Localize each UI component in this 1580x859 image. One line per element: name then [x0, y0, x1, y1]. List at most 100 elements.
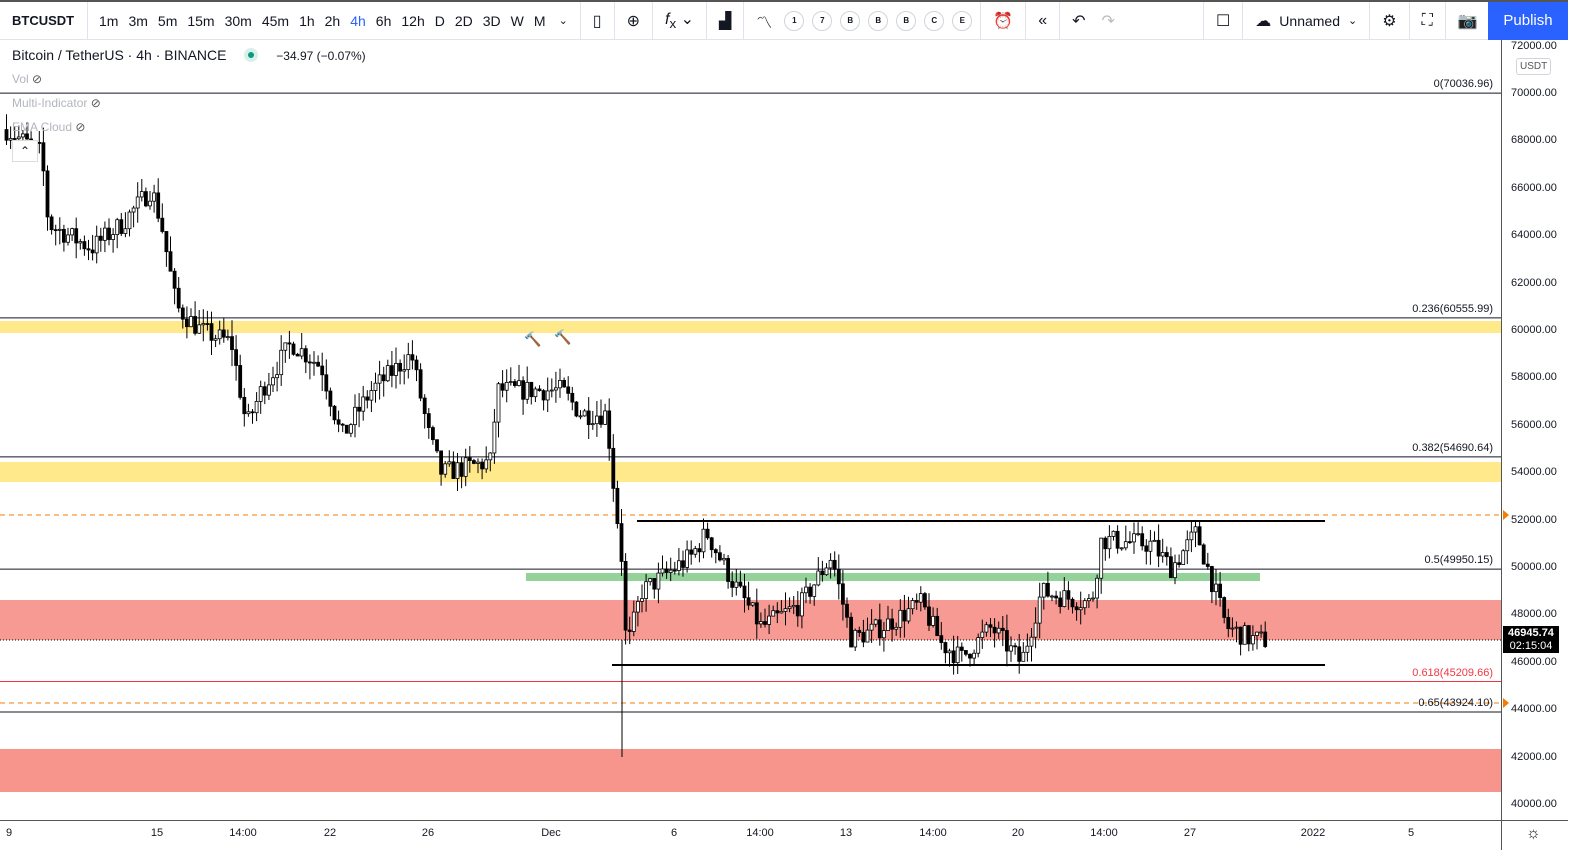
candle — [492, 421, 497, 454]
timeframe-M[interactable]: M — [533, 12, 546, 29]
settings-gear-icon[interactable]: ⚙ — [1382, 12, 1397, 30]
collapse-legend-button[interactable]: ⌃ — [12, 140, 38, 162]
redo-icon[interactable]: ↷ — [1101, 12, 1115, 30]
cloud-save-icon[interactable]: ☁ — [1255, 12, 1272, 30]
currency-badge[interactable]: USDT — [1516, 58, 1552, 75]
timeframe-2h[interactable]: 2h — [324, 12, 341, 29]
timeframe-30m[interactable]: 30m — [224, 12, 252, 29]
camera-icon[interactable]: 📷 — [1457, 12, 1478, 30]
timeframe-1m[interactable]: 1m — [99, 12, 119, 29]
candle — [1087, 598, 1091, 602]
indicator-shortcut[interactable]: C — [924, 10, 945, 31]
indicator-shortcut[interactable]: B — [840, 10, 861, 31]
publish-button[interactable]: Publish — [1488, 2, 1568, 40]
indicator-shortcut[interactable]: E — [952, 10, 973, 31]
alert-icon[interactable]: ⏰ — [993, 12, 1014, 30]
hidden-eye-icon[interactable]: ⊘ — [90, 96, 101, 110]
candle — [1140, 533, 1145, 547]
indicator-shortcut[interactable]: 7 — [812, 10, 833, 31]
symbol-search[interactable]: BTCUSDT — [0, 1, 88, 40]
hidden-eye-icon[interactable]: ⊘ — [32, 72, 43, 86]
candle — [939, 635, 944, 643]
indicator-multi[interactable]: Multi-Indicator ⊘ — [12, 96, 101, 110]
indicator-vol[interactable]: Vol ⊘ — [12, 72, 42, 86]
candle — [275, 374, 280, 379]
candle — [664, 568, 669, 573]
indicator-shortcut[interactable]: B — [896, 10, 917, 31]
candle — [402, 369, 407, 372]
candle — [1013, 645, 1017, 648]
candle — [964, 650, 968, 655]
candle — [1160, 552, 1165, 557]
candle — [1058, 597, 1063, 607]
strategy-icon[interactable]: 〽 — [756, 14, 773, 32]
candle — [611, 447, 616, 489]
candle — [1234, 626, 1239, 629]
candle — [545, 390, 550, 401]
candle — [1259, 631, 1263, 634]
layout-icon[interactable]: ☐ — [1215, 12, 1231, 30]
fullscreen-icon[interactable]: ⛶ — [1421, 11, 1433, 29]
candle — [1041, 582, 1046, 598]
candle — [1128, 541, 1132, 544]
time-tick: 14:00 — [919, 827, 947, 839]
alert-marker-icon[interactable] — [1503, 510, 1514, 520]
support-zone — [0, 462, 1501, 482]
timeframe-3m[interactable]: 3m — [128, 12, 148, 29]
undo-icon[interactable]: ↶ — [1072, 12, 1086, 30]
candle — [910, 600, 915, 610]
price-change: −34.97 (−0.07%) — [276, 49, 366, 63]
candle — [504, 382, 509, 391]
price-tick: 40000.00 — [1511, 798, 1557, 810]
candle — [894, 626, 899, 630]
alert-marker-icon[interactable] — [1503, 698, 1514, 708]
candle — [603, 410, 607, 425]
add-compare-icon[interactable]: ⊕ — [626, 12, 640, 30]
candle — [607, 410, 612, 449]
timeframe-12h[interactable]: 12h — [401, 12, 425, 29]
fib-level-label: 0.618(45209.66) — [1412, 666, 1493, 679]
timeframe-6h[interactable]: 6h — [375, 12, 392, 29]
replay-icon[interactable]: « — [1038, 11, 1048, 29]
layout-name[interactable]: Unnamed — [1279, 12, 1340, 29]
indicator-ema-cloud[interactable]: EMA Cloud ⊘ — [12, 120, 85, 134]
candle — [1218, 583, 1222, 598]
hidden-eye-icon[interactable]: ⊘ — [75, 120, 86, 134]
candle — [1197, 526, 1202, 546]
indicators-icon[interactable]: fx ⌄ — [665, 11, 694, 32]
candle — [217, 329, 222, 340]
candle — [1009, 645, 1013, 652]
candle — [1123, 541, 1128, 549]
time-tick: 20 — [1011, 827, 1025, 839]
indicator-shortcut[interactable]: 1 — [784, 10, 805, 31]
timeframe-3D[interactable]: 3D — [482, 12, 501, 29]
market-status-dot — [244, 48, 259, 62]
templates-icon[interactable]: ▟ — [718, 12, 732, 30]
hammer-icon: 🔨 — [554, 329, 571, 346]
timeframe-4h[interactable]: 4h — [350, 12, 366, 29]
timeframe-1h[interactable]: 1h — [299, 12, 315, 29]
time-tick: 13 — [839, 827, 853, 839]
candle — [1205, 563, 1210, 567]
candle — [312, 361, 316, 364]
candle — [623, 561, 628, 631]
candlestick-type-icon[interactable]: ▯ — [592, 12, 602, 30]
timeframe-45m[interactable]: 45m — [261, 12, 290, 29]
chevron-down-icon[interactable]: ⌄ — [558, 15, 568, 27]
time-tick: 2022 — [1300, 827, 1326, 839]
timeframe-15m[interactable]: 15m — [187, 12, 215, 29]
candle — [201, 323, 206, 326]
axis-settings-icon[interactable]: ☼ — [1526, 825, 1541, 842]
indicator-shortcut[interactable]: B — [868, 10, 889, 31]
timeframe-2D[interactable]: 2D — [454, 12, 473, 29]
timeframe-5m[interactable]: 5m — [157, 12, 178, 29]
candle — [1214, 583, 1218, 593]
chevron-down-icon[interactable]: ⌄ — [1348, 15, 1358, 27]
chart-canvas[interactable]: 🔨 🔨 — [0, 40, 1501, 820]
current-price-label: 46945.74 02:15:04 — [1503, 626, 1559, 653]
candle — [25, 133, 29, 140]
candle — [168, 251, 173, 272]
candle — [8, 138, 13, 141]
timeframe-W[interactable]: W — [510, 12, 524, 29]
timeframe-D[interactable]: D — [434, 12, 445, 29]
